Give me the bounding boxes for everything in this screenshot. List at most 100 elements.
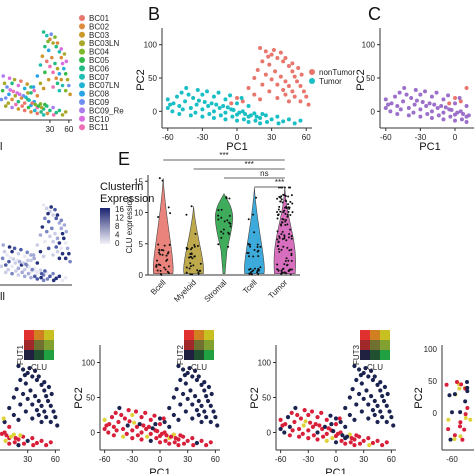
panel-d-point [34, 269, 38, 273]
panel-a-point [4, 96, 8, 100]
panel-fut-point [37, 374, 41, 378]
panel-c-point [423, 89, 427, 93]
panel-d-point [42, 203, 46, 207]
panel-fut-point [380, 443, 384, 447]
violin-point-tcell [257, 244, 259, 246]
panel-fut-point [297, 427, 301, 431]
panel-fut-point [349, 440, 353, 444]
violin-point-tumor [286, 223, 288, 225]
panel-letter-c: C [368, 4, 381, 24]
panel-fut-point [364, 388, 368, 392]
panel-c-point [407, 113, 411, 117]
panel-fut-point [357, 367, 361, 371]
panel-fut-y-tick-label: 0 [433, 409, 438, 418]
panel-fut-point [378, 380, 382, 384]
panel-a-point [39, 110, 43, 114]
panel-a-point [4, 104, 8, 108]
panel-b-point-nontumor [252, 93, 256, 97]
panel-b-point-tumor [270, 117, 274, 121]
panel-b-point-tumor [203, 100, 207, 104]
panel-fut-point [366, 374, 370, 378]
panel-d-point [41, 225, 45, 229]
violin-point-tumor [285, 239, 287, 241]
panel-d-point [25, 251, 29, 255]
panel-b-point-tumor [196, 88, 200, 92]
panel-d-point [4, 271, 8, 275]
violin-bcell [153, 178, 173, 274]
panel-fut-point [389, 415, 393, 419]
panel-b-point-tumor [219, 113, 223, 117]
panel-d-point [64, 276, 68, 280]
panel-fut-x-tick-label: 30 [359, 455, 368, 464]
panel-d-point [27, 265, 31, 269]
violin-point-stromal [229, 223, 231, 225]
panel-d-point [1, 243, 5, 247]
panel-fut-point [464, 412, 468, 416]
panel-d-point [36, 277, 40, 281]
panel-fut-point [12, 413, 16, 417]
violin-point-tumor [290, 274, 292, 276]
panel-fut-point [338, 416, 342, 420]
panel-d-point [32, 253, 36, 257]
violin-point-myeloid [190, 256, 192, 258]
violin-point-tcell [252, 255, 254, 257]
panel-a-point [10, 82, 14, 86]
panel-a-point [39, 82, 43, 86]
coexpression-key-cell [44, 350, 54, 360]
panel-c-point [421, 100, 425, 104]
violin-point-tumor [283, 238, 285, 240]
panel-d-point [67, 252, 71, 256]
panel-d-point [48, 275, 52, 279]
coexpression-key-fut-label: FUT2 [176, 344, 185, 365]
panel-e-y-label: CLU expression [125, 197, 134, 254]
violin-point-bcell [155, 266, 157, 268]
panel-b-point-tumor [235, 119, 239, 123]
violin-point-bcell [162, 254, 164, 256]
violin-point-tcell [257, 273, 259, 275]
panel-d-point [48, 235, 52, 239]
violin-point-tumor [280, 200, 282, 202]
panel-fut-point [130, 428, 134, 432]
panel-d-point [64, 257, 68, 261]
panel-b-point-tumor [200, 93, 204, 97]
panel-b-point-nontumor [270, 53, 274, 57]
panel-fut-point [352, 418, 356, 422]
violin-point-tumor [290, 249, 292, 251]
panel-b-point-tumor [191, 96, 195, 100]
panel-fut-point [178, 402, 182, 406]
panel-c-y-tick-label: 100 [362, 41, 376, 50]
panel-d-point [30, 268, 34, 272]
panel-fut-point [42, 409, 46, 413]
violin-point-tcell [259, 266, 261, 268]
panel-a-point [51, 106, 55, 110]
violin-point-tumor [278, 235, 280, 237]
panel-b-point-tumor [218, 106, 222, 110]
panel-d-point [40, 272, 44, 276]
panel-fut-point [186, 439, 190, 443]
panel-a-point [7, 93, 11, 97]
panel-b-point-tumor [249, 113, 253, 117]
violin-point-stromal [226, 197, 228, 199]
coexpression-key-fut-label: FUT1 [16, 344, 25, 365]
panel-fut-point [13, 440, 17, 444]
legend-label-sample: BC11 [89, 123, 109, 132]
coexpression-key-cell [380, 350, 390, 360]
panel-fut-point [37, 413, 41, 417]
violin-point-tumor [288, 249, 290, 251]
panel-fut-x-tick-label: 30 [23, 455, 32, 464]
panel-b-point-tumor [232, 108, 236, 112]
panel-fut-point [197, 374, 201, 378]
panel-d-point [43, 269, 47, 273]
panel-a-point [6, 101, 10, 105]
panel-c-point [453, 101, 457, 105]
panel-fut-point [31, 443, 35, 447]
panel-c-y-label: PC2 [355, 69, 367, 90]
panel-b-point-tumor [189, 106, 193, 110]
violin-point-myeloid [186, 267, 188, 269]
panel-b-point-tumor [281, 119, 285, 123]
panel-c-point [465, 86, 469, 90]
panel-c-point [458, 96, 462, 100]
panel-a-point [29, 91, 33, 95]
panel-a-point [52, 113, 56, 117]
violin-point-tumor [280, 249, 282, 251]
